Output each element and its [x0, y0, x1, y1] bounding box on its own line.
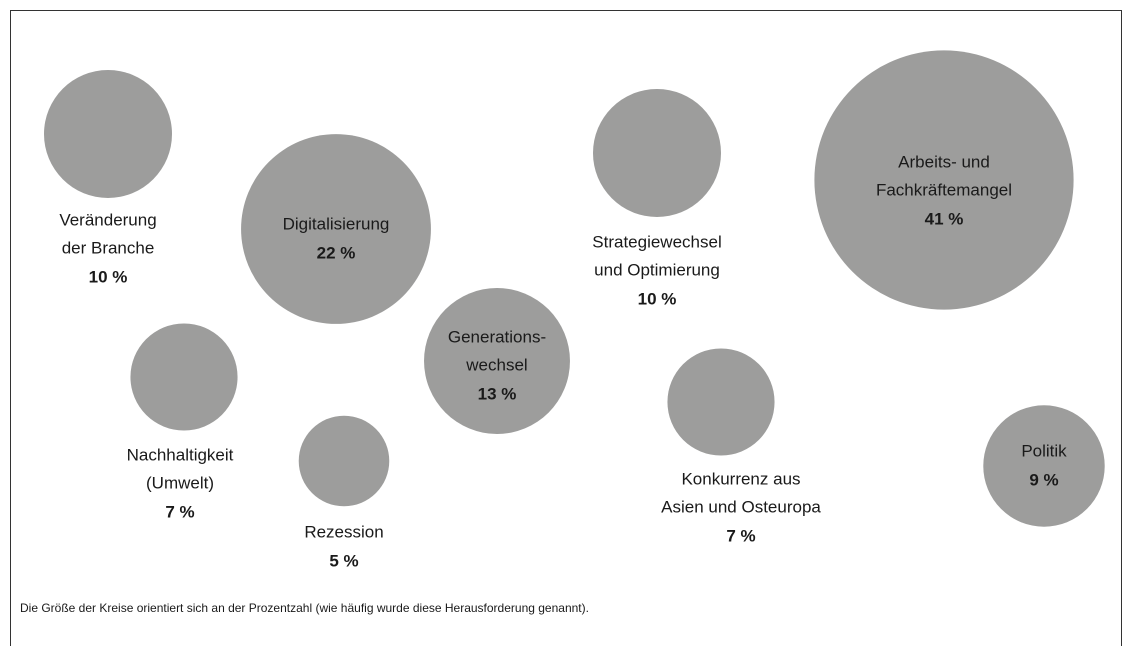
bubble — [241, 134, 431, 324]
bubble-label: Arbeits- und — [898, 152, 990, 171]
value-label: 5 % — [329, 551, 358, 570]
value-label: 41 % — [925, 209, 964, 228]
value-label: 9 % — [1029, 470, 1058, 489]
bubble-label: der Branche — [62, 238, 155, 257]
value-label: 22 % — [317, 243, 356, 262]
bubble-label: Digitalisierung — [283, 214, 390, 233]
bubble — [130, 323, 238, 431]
value-label: 10 % — [638, 289, 677, 308]
bubble — [667, 348, 775, 456]
bubble — [298, 415, 390, 507]
bubble-label: (Umwelt) — [146, 473, 214, 492]
bubble-label: wechsel — [465, 355, 527, 374]
value-label: 10 % — [89, 267, 128, 286]
value-label: 7 % — [726, 526, 755, 545]
bubble — [814, 50, 1074, 310]
bubble — [424, 288, 570, 434]
bubble-label: Rezession — [304, 522, 383, 541]
bubble-label: Strategiewechsel — [592, 232, 721, 251]
bubble-label: Veränderung — [59, 210, 156, 229]
bubble — [592, 88, 722, 218]
frame — [10, 10, 1122, 646]
bubble-label: Generations- — [448, 327, 546, 346]
bubble-label: Politik — [1021, 441, 1067, 460]
footnote: Die Größe der Kreise orientiert sich an … — [20, 601, 589, 615]
value-label: 7 % — [165, 502, 194, 521]
bubble-label: und Optimierung — [594, 260, 720, 279]
bubble — [983, 405, 1105, 527]
bubble-label: Fachkräftemangel — [876, 180, 1012, 199]
bubble-label: Konkurrenz aus — [681, 469, 800, 488]
value-label: 13 % — [478, 384, 517, 403]
bubble-label: Asien und Osteuropa — [661, 497, 821, 516]
bubble-label: Nachhaltigkeit — [127, 445, 234, 464]
bubble — [43, 69, 173, 199]
